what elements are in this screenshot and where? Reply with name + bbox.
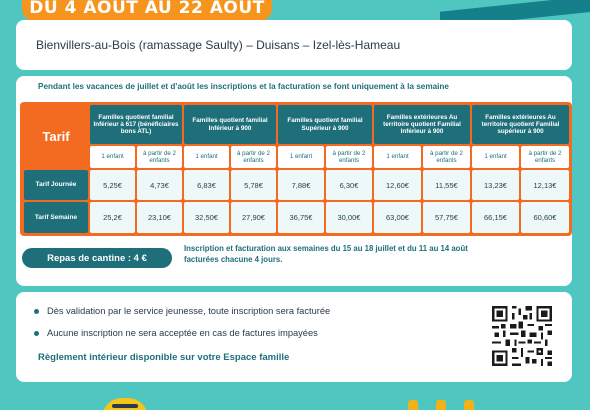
decorative-shape (102, 398, 148, 410)
cantine-note-line: facturées chacune 4 jours. (184, 255, 283, 265)
price-cell: 4,73€ (137, 170, 182, 200)
info-card: Dès validation par le service jeunesse, … (16, 292, 572, 382)
subheader-one-child: 1 enfant (90, 146, 135, 168)
subheader-two-children: à partir de 2 enfants (521, 146, 569, 168)
towns-text: Bienvillers-au-Bois (ramassage Saulty) –… (36, 38, 401, 52)
price-cell: 11,55€ (423, 170, 470, 200)
price-cell: 23,10€ (137, 202, 182, 233)
cantine-badge: Repas de cantine : 4 € (22, 248, 172, 268)
bullet-dot-icon (34, 309, 39, 315)
info-bullet: Aucune inscription ne sera acceptée en c… (34, 328, 318, 338)
price-cell: 7,88€ (278, 170, 324, 200)
price-cell: 5,78€ (231, 170, 276, 200)
subheader-one-child: 1 enfant (374, 146, 421, 168)
decorative-shape (408, 400, 518, 410)
subheader-one-child: 1 enfant (278, 146, 324, 168)
price-cell: 6,83€ (184, 170, 229, 200)
cantine-note-line: Inscription et facturation aux semaines … (184, 244, 468, 253)
group-header: Familles extérieures Au territoire quoti… (374, 105, 470, 144)
price-cell: 5,25€ (90, 170, 135, 200)
reglement-text: Règlement intérieur disponible sur votre… (38, 352, 290, 363)
tarif-header: Tarif (24, 105, 88, 168)
subheader-one-child: 1 enfant (184, 146, 229, 168)
price-cell: 6,30€ (326, 170, 372, 200)
dates-banner: DU 4 AOUT AU 22 AOUT (22, 0, 272, 22)
price-cell: 60,60€ (521, 202, 569, 233)
row-label-journee: Tarif Journée (24, 170, 88, 200)
subheader-two-children: à partir de 2 enfants (423, 146, 470, 168)
group-header: Familles quotient familial Inférieur à 6… (90, 105, 182, 144)
price-cell: 57,75€ (423, 202, 470, 233)
pricing-table: Tarif Familles quotient familial Inférie… (20, 102, 572, 236)
subheader-two-children: à partir de 2 enfants (137, 146, 182, 168)
price-cell: 36,75€ (278, 202, 324, 233)
price-cell: 32,50€ (184, 202, 229, 233)
subheader-one-child: 1 enfant (472, 146, 519, 168)
row-label-semaine: Tarif Semaine (24, 202, 88, 233)
subheader-two-children: à partir de 2 enfants (326, 146, 372, 168)
group-header: Familles quotient familial Inférieur à 9… (184, 105, 276, 144)
price-cell: 30,00€ (326, 202, 372, 233)
towns-card: Bienvillers-au-Bois (ramassage Saulty) –… (16, 20, 572, 70)
price-cell: 63,00€ (374, 202, 421, 233)
qr-code-icon[interactable] (490, 304, 554, 368)
dates-title: DU 4 AOUT AU 22 AOUT (29, 0, 265, 18)
price-cell: 12,13€ (521, 170, 569, 200)
info-bullet: Dès validation par le service jeunesse, … (34, 306, 330, 316)
pricing-card: Pendant les vacances de juillet et d'aoû… (16, 76, 572, 286)
bullet-text: Aucune inscription ne sera acceptée en c… (47, 328, 318, 338)
registration-notice: Pendant les vacances de juillet et d'aoû… (38, 82, 449, 91)
price-cell: 12,60€ (374, 170, 421, 200)
subheader-two-children: à partir de 2 enfants (231, 146, 276, 168)
price-cell: 27,90€ (231, 202, 276, 233)
cantine-note: Inscription et facturation aux semaines … (184, 243, 468, 266)
group-header: Familles quotient familial Supérieur à 9… (278, 105, 372, 144)
price-cell: 66,15€ (472, 202, 519, 233)
bullet-text: Dès validation par le service jeunesse, … (47, 306, 331, 316)
price-cell: 13,23€ (472, 170, 519, 200)
price-cell: 25,2€ (90, 202, 135, 233)
group-header: Familles extérieures Au territoire quoti… (472, 105, 569, 144)
bullet-dot-icon (34, 331, 39, 337)
